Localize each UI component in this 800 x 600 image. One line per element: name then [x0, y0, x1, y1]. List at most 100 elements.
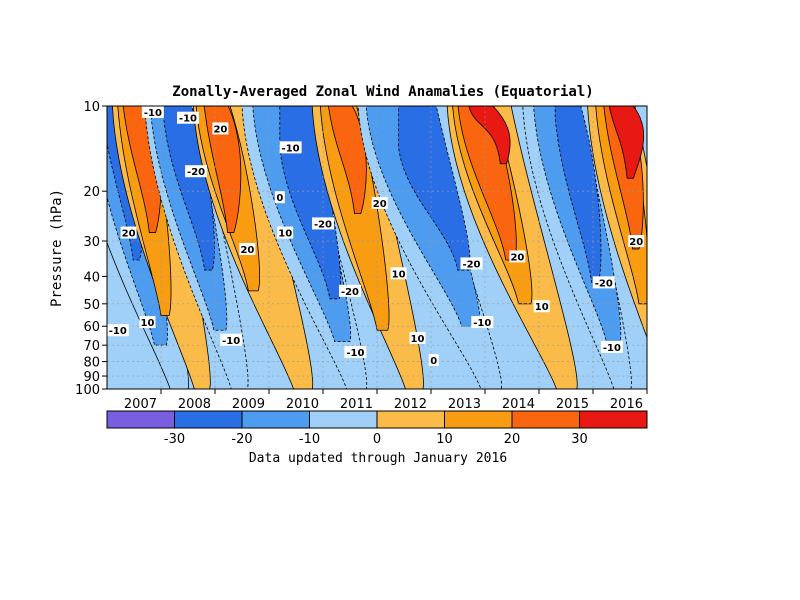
contour-label-box — [185, 165, 208, 178]
contour-label-text: -10 — [282, 143, 300, 154]
contour-label-box — [460, 257, 483, 270]
contour-label-text: -10 — [346, 348, 364, 359]
contour-label-text: -20 — [341, 287, 359, 298]
contour-label-box — [390, 267, 407, 280]
y-tick-label: 40 — [83, 270, 100, 285]
contour-label-box — [312, 217, 334, 230]
contour-label-text: -20 — [187, 167, 205, 178]
colorbar: -30 -20 -10 0 10 20 30 — [106, 410, 648, 447]
contour-label: 20 — [509, 250, 526, 263]
contour-label-box — [600, 340, 623, 353]
contour-label-text: 10 — [411, 334, 425, 345]
chart-title: Zonally-Averaged Zonal Wind Anamalies (E… — [172, 84, 593, 100]
contour-label-box — [279, 141, 302, 154]
contour-label-text: 10 — [535, 302, 549, 313]
contour-label-box — [371, 196, 388, 209]
contour-label-box — [409, 331, 426, 344]
phase-band — [319, 106, 390, 331]
colorbar-tick-label: -20 — [231, 432, 252, 447]
contour-label: 10 — [390, 267, 407, 280]
colorbar-tick-label: -30 — [164, 432, 185, 447]
colorbar-segment — [174, 410, 243, 429]
contour-label-text: 20 — [629, 237, 643, 248]
contour-label-box — [120, 226, 137, 239]
y-axis-label: Pressure (hPa) — [49, 189, 65, 307]
contour-label-box — [212, 122, 229, 135]
phase-band — [468, 106, 511, 165]
colorbar-segment — [511, 410, 580, 429]
contour-label: 0 — [274, 191, 285, 204]
y-tick-label: 90 — [83, 370, 100, 385]
x-tick-label: 2016 — [610, 397, 643, 412]
data-updated-note: Data updated through January 2016 — [249, 451, 507, 466]
contour-label: -20 — [339, 284, 361, 298]
contour-label-box — [533, 300, 550, 313]
contour-label-text: -10 — [473, 318, 491, 329]
contour-label-text: 10 — [392, 269, 406, 280]
colorbar-segment — [241, 410, 310, 429]
colorbar-segment — [106, 410, 175, 429]
y-tick-label: 100 — [75, 383, 100, 398]
y-tick-label: 50 — [83, 298, 100, 313]
colorbar-tick-label: 20 — [504, 432, 521, 447]
contour-label-box — [177, 111, 199, 124]
phase-band — [203, 106, 242, 233]
contour-label: -20 — [460, 257, 483, 270]
contour-label-box — [592, 276, 615, 289]
phase-band — [608, 106, 645, 179]
contour-label: 20 — [628, 235, 645, 248]
colorbar-tick-label: 0 — [373, 432, 381, 447]
contour-label-box — [139, 316, 156, 329]
plot-area: -10 20 -10 10 -10 -20 20 -10 20 0 10 -10 -20 -20 -10 20… — [106, 105, 648, 390]
colorbar-segment — [309, 410, 378, 429]
phase-band — [398, 106, 471, 271]
contour-label: -20 — [312, 217, 334, 230]
contour-label-text: 20 — [373, 199, 387, 210]
contour-label-text: 20 — [510, 252, 524, 263]
y-tick-label: 20 — [83, 185, 100, 200]
contour-label-text: 10 — [141, 318, 155, 329]
contour-label-box — [277, 226, 294, 239]
contour-label: 10 — [277, 226, 294, 240]
colorbar-tick-label: 30 — [571, 432, 588, 447]
contour-label: 0 — [428, 354, 439, 367]
y-tick-label: 70 — [83, 339, 100, 354]
contour-label: 10 — [139, 316, 156, 329]
contour-label-text: -10 — [603, 343, 621, 354]
contour-label-text: 20 — [240, 245, 254, 256]
y-tick-label: 60 — [83, 320, 100, 335]
x-tick-label: 2012 — [394, 397, 427, 412]
contour-label-box — [509, 250, 526, 263]
contour-label: -10 — [106, 324, 129, 337]
contour-label-box — [106, 324, 129, 337]
contour-label-text: -10 — [144, 108, 162, 119]
contour-label: -10 — [177, 111, 199, 125]
contour-label-text: 20 — [213, 124, 227, 135]
contour-label: -10 — [600, 340, 623, 354]
contour-label-text: -20 — [462, 259, 480, 270]
contour-label: -10 — [279, 141, 302, 154]
contour-label-box — [220, 333, 243, 346]
y-tick-label: 10 — [83, 100, 100, 115]
contour-label-text: -10 — [109, 326, 127, 337]
x-tick-label: 2015 — [556, 397, 589, 412]
contour-label: -10 — [220, 333, 243, 347]
x-tick-label: 2014 — [502, 397, 535, 412]
colorbar-tick-label: -10 — [299, 432, 320, 447]
contour-label-box — [339, 284, 361, 297]
contour-label-box — [428, 354, 439, 367]
phase-bands — [107, 106, 647, 389]
contour-label-box — [628, 235, 645, 248]
contour-label: 10 — [409, 331, 426, 345]
colorbar-segment — [376, 410, 445, 429]
contour-label: -20 — [185, 165, 208, 178]
contour-labels: -10 20 -10 10 -10 -20 20 -10 20 0 10 -10 -20 -20 -10 20… — [106, 105, 645, 367]
contour-label-box — [274, 191, 285, 204]
x-tick-label: 2011 — [340, 397, 373, 412]
x-tick-label: 2009 — [232, 397, 265, 412]
contour-label-text: -20 — [595, 278, 613, 289]
contour-label-box — [141, 105, 164, 118]
contour-label-text: -20 — [314, 219, 332, 230]
phase-band — [365, 106, 481, 327]
